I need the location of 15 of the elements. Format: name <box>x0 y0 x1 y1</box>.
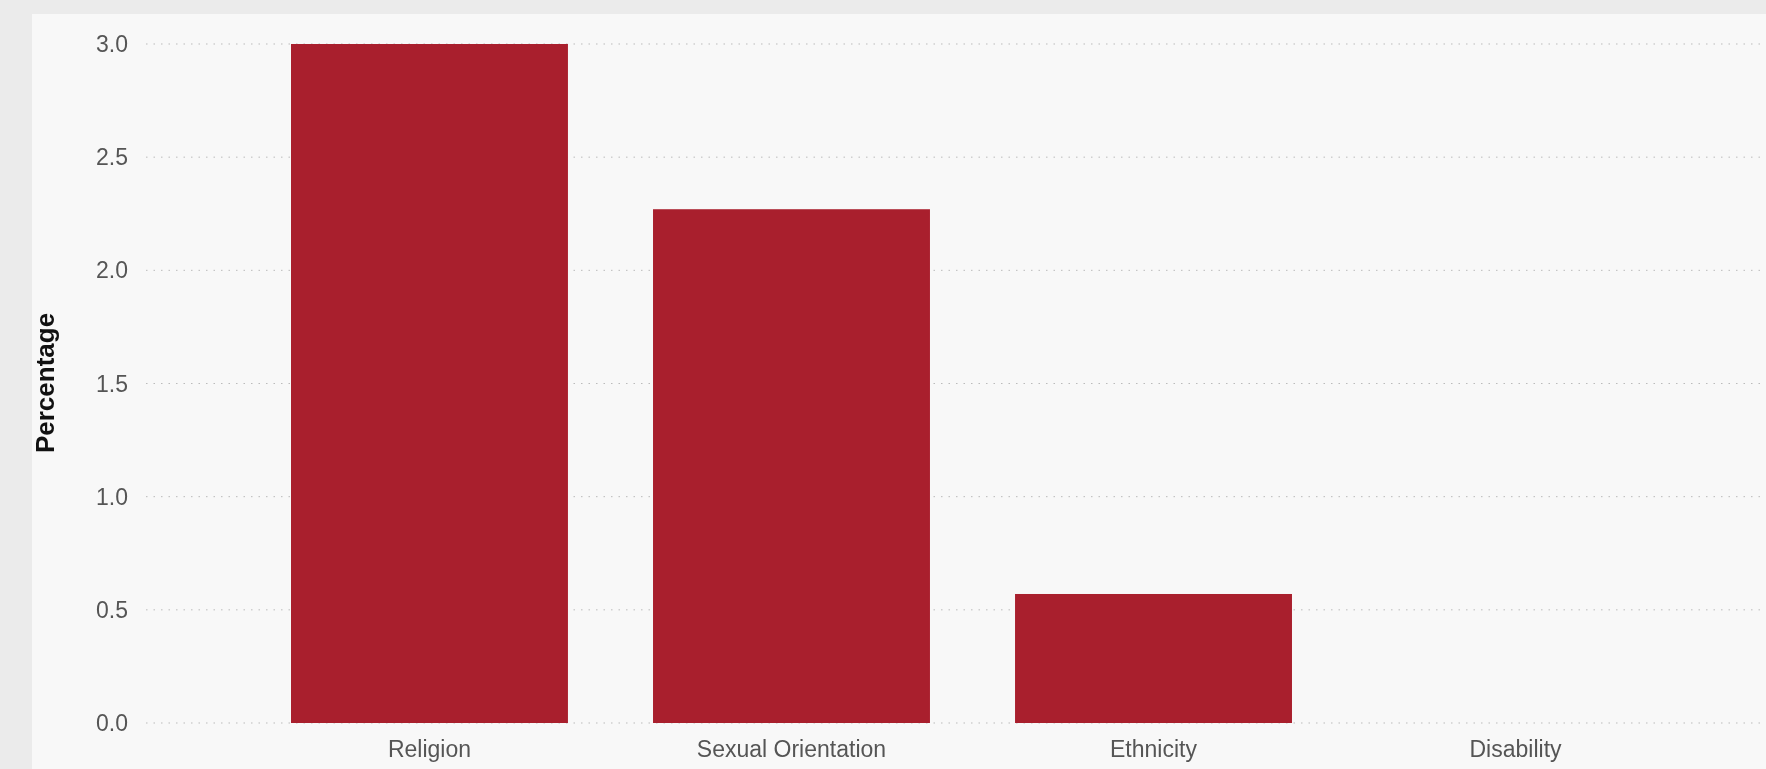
bar <box>291 44 568 723</box>
y-tick-label: 1.5 <box>96 370 128 397</box>
bar <box>1015 593 1292 723</box>
y-tick-label: 2.5 <box>96 144 128 171</box>
y-tick-label: 2.0 <box>96 257 128 284</box>
x-tick-label: Disability <box>1469 736 1563 762</box>
y-tick-label: 0.0 <box>96 710 128 737</box>
x-tick-label: Ethnicity <box>1110 736 1198 762</box>
y-tick-label: 1.0 <box>96 483 128 510</box>
x-tick-label: Sexual Orientation <box>696 736 887 762</box>
y-axis-title: Percentage <box>30 312 60 454</box>
bar <box>653 209 930 723</box>
y-tick-label: 0.5 <box>96 596 128 623</box>
x-tick-label: Religion <box>387 736 472 762</box>
y-tick-label: 3.0 <box>96 31 128 58</box>
